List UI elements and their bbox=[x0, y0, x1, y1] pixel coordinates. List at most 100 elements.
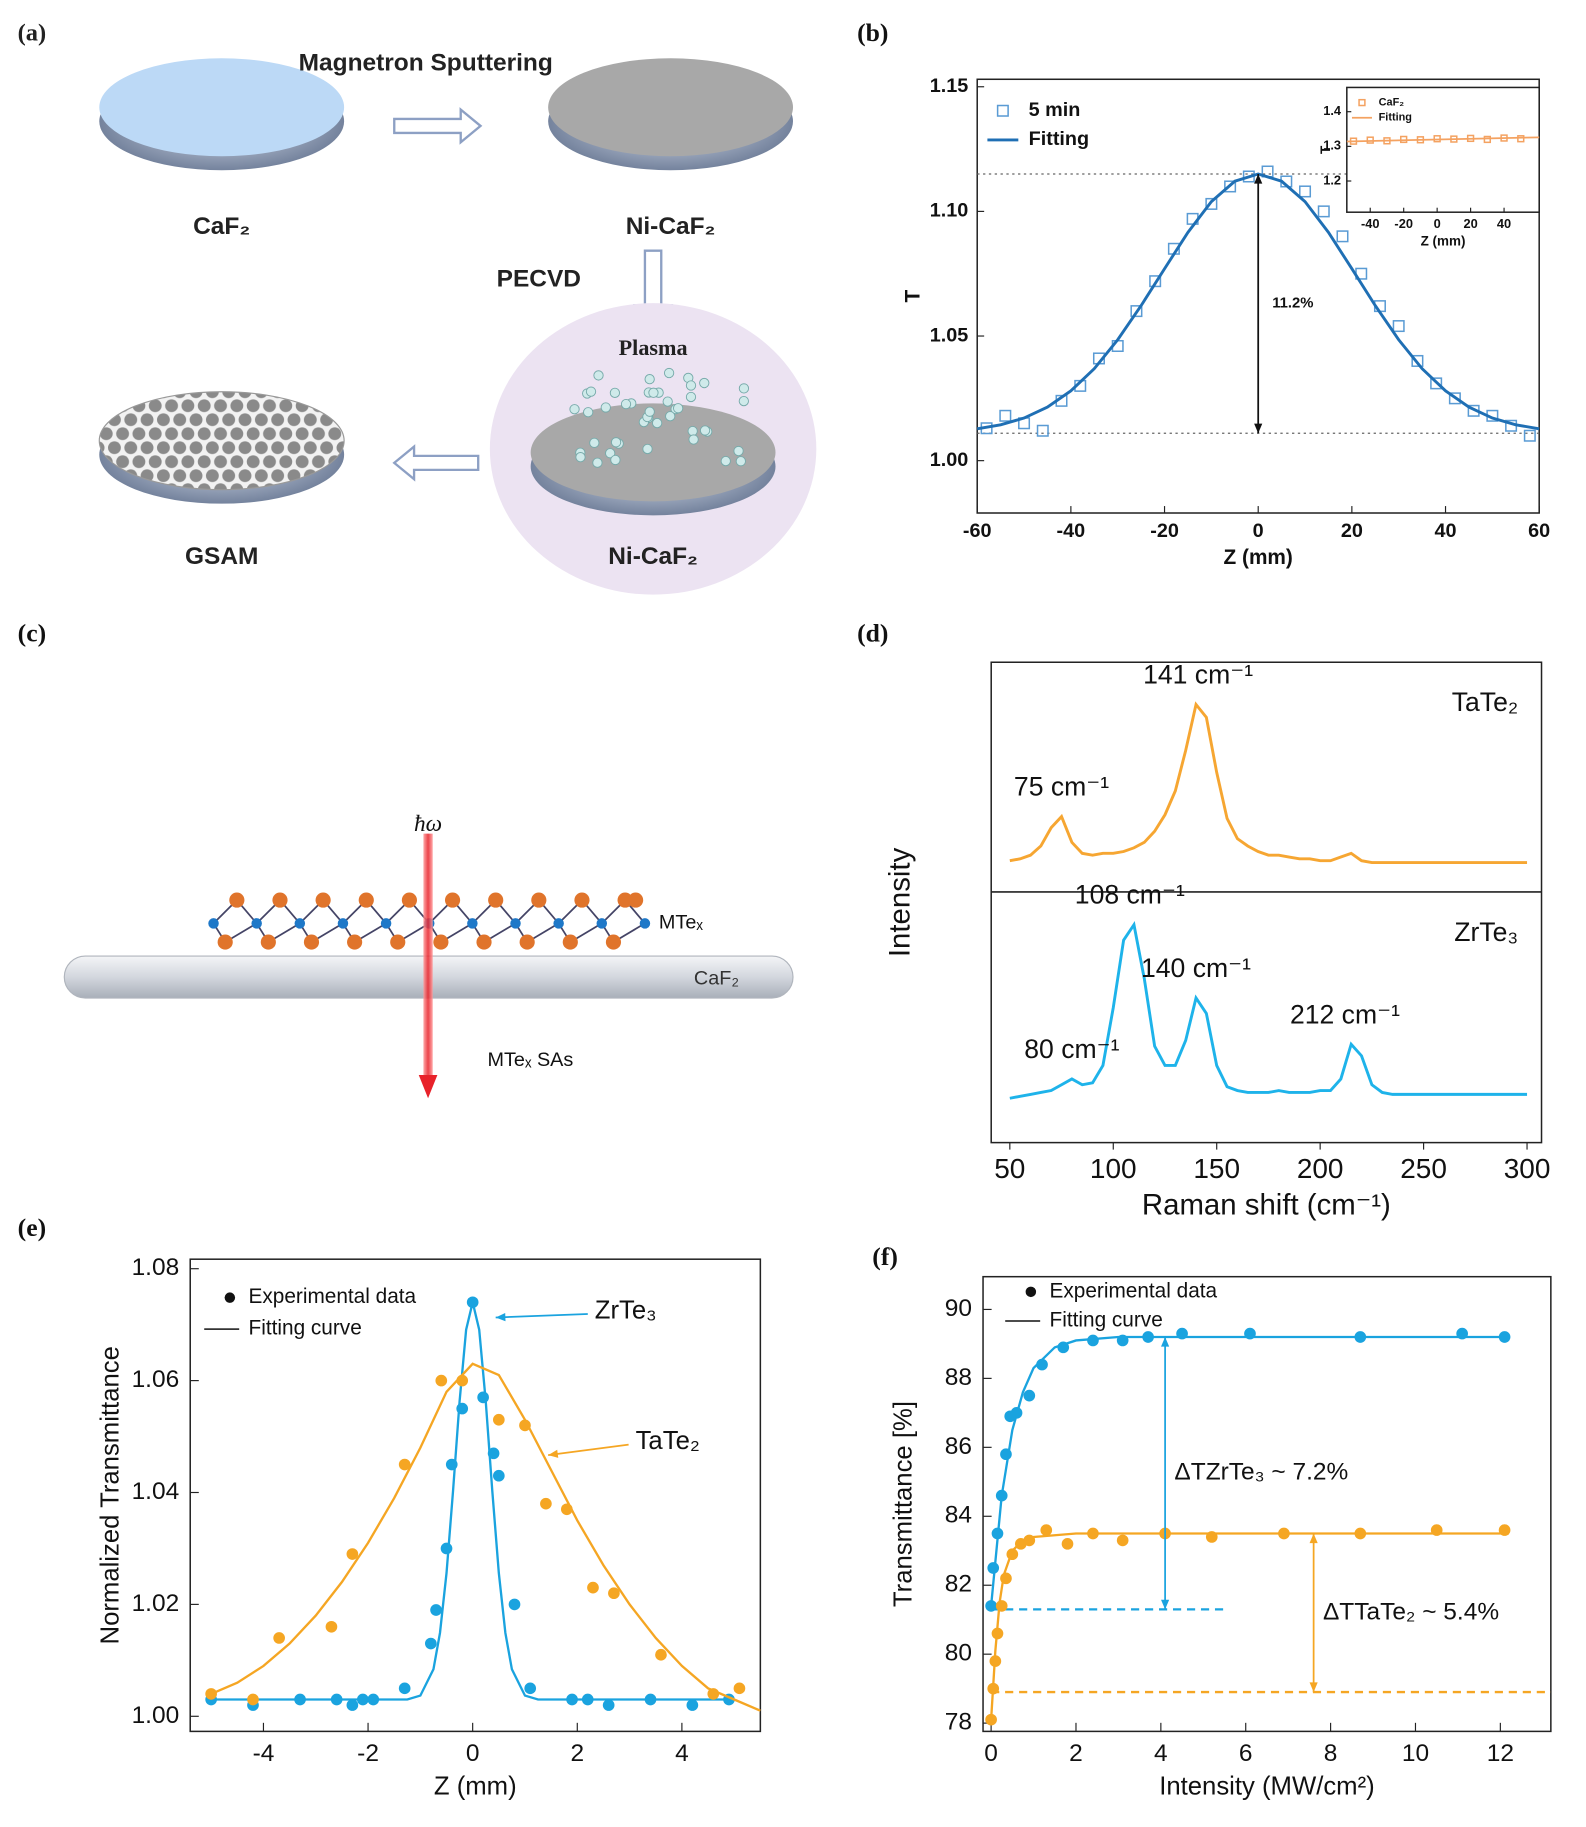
atom-te bbox=[390, 934, 406, 950]
x-tick-label: 10 bbox=[1402, 1740, 1429, 1767]
legend-marker bbox=[996, 104, 1009, 117]
x-tick-label: 20 bbox=[1463, 216, 1477, 231]
particle bbox=[738, 395, 749, 407]
arrow-head bbox=[1254, 174, 1263, 184]
x-tick-label: 20 bbox=[1341, 520, 1363, 542]
particle bbox=[648, 387, 659, 398]
y-tick-label: 1.06 bbox=[132, 1366, 180, 1393]
particle bbox=[685, 391, 697, 403]
atom-te bbox=[229, 892, 245, 908]
y-tick-label: 1.00 bbox=[930, 449, 969, 471]
legend-marker bbox=[1025, 1286, 1037, 1298]
peak-label: 75 cm⁻¹ bbox=[1014, 772, 1109, 802]
y-tick-label: 82 bbox=[945, 1571, 972, 1598]
plot-frame bbox=[1346, 86, 1540, 213]
legend-label: Fitting curve bbox=[1050, 1308, 1163, 1331]
peak-label: 212 cm⁻¹ bbox=[1290, 999, 1400, 1029]
particle bbox=[609, 387, 621, 398]
x-tick-label: -20 bbox=[1150, 520, 1179, 542]
data-point bbox=[1116, 1534, 1129, 1547]
atom-te bbox=[488, 892, 504, 908]
y-tick-label: 1.15 bbox=[930, 75, 969, 97]
data-point bbox=[1087, 1527, 1099, 1540]
plasma-label: Plasma bbox=[619, 335, 688, 360]
arrow-head bbox=[548, 1449, 559, 1458]
legend-label: Fitting bbox=[1029, 128, 1090, 150]
fit-line bbox=[989, 1335, 1509, 1607]
data-point bbox=[655, 1648, 667, 1661]
data-point bbox=[398, 1458, 411, 1471]
particle bbox=[593, 370, 604, 381]
particle bbox=[589, 437, 600, 448]
atom-m bbox=[639, 918, 651, 929]
plot-frame bbox=[982, 1275, 1552, 1733]
series-label: TaTe₂ bbox=[636, 1427, 700, 1455]
particle bbox=[665, 411, 676, 422]
data-point bbox=[566, 1693, 578, 1706]
data-point bbox=[540, 1497, 552, 1510]
legend-label: CaF₂ bbox=[1379, 96, 1405, 108]
data-point bbox=[1430, 377, 1443, 390]
plot-frame bbox=[990, 661, 1543, 1144]
x-axis-label: Intensity (MW/cm²) bbox=[1159, 1772, 1374, 1800]
x-tick-label: 60 bbox=[1528, 520, 1550, 542]
y-tick-label: 1.3 bbox=[1323, 138, 1341, 153]
x-tick-label: 40 bbox=[1497, 216, 1511, 231]
arrow-head bbox=[1161, 1599, 1170, 1610]
particle bbox=[575, 452, 586, 463]
peak-label: 108 cm⁻¹ bbox=[1075, 880, 1185, 910]
x-tick-label: 250 bbox=[1400, 1153, 1447, 1184]
data-point bbox=[1130, 305, 1143, 318]
atom-te bbox=[574, 892, 590, 908]
data-point bbox=[205, 1688, 217, 1700]
photon-label: ħω bbox=[414, 811, 442, 837]
x-tick-label: 150 bbox=[1193, 1153, 1240, 1184]
spectrum bbox=[1009, 920, 1528, 1100]
x-axis-label: Z (mm) bbox=[434, 1772, 517, 1800]
y-tick-label: 1.4 bbox=[1323, 103, 1342, 118]
atom-m bbox=[294, 918, 306, 929]
x-tick-label: 50 bbox=[994, 1153, 1025, 1184]
particle bbox=[699, 377, 710, 389]
data-point bbox=[466, 1296, 479, 1309]
data-point bbox=[367, 1693, 380, 1706]
x-tick-label: 12 bbox=[1487, 1740, 1514, 1767]
data-point bbox=[330, 1693, 343, 1706]
substrate-label: CaF₂ bbox=[694, 968, 739, 990]
legend-marker bbox=[224, 1292, 236, 1303]
data-point bbox=[247, 1693, 259, 1706]
legend-marker bbox=[1358, 98, 1366, 107]
arrow-shaft bbox=[495, 1313, 588, 1319]
data-point bbox=[435, 1374, 448, 1387]
data-point bbox=[1430, 1524, 1443, 1536]
data-point bbox=[325, 1620, 338, 1633]
atom-m bbox=[510, 918, 521, 929]
data-point bbox=[487, 1447, 500, 1460]
atom-m bbox=[467, 918, 478, 929]
series-label: ZrTe₃ bbox=[1454, 917, 1518, 947]
x-tick-label: -2 bbox=[357, 1740, 379, 1767]
x-tick-label: -20 bbox=[1394, 216, 1413, 231]
atom-te bbox=[476, 934, 492, 950]
data-point bbox=[1010, 1407, 1023, 1419]
atom-m bbox=[380, 918, 392, 929]
atom-te bbox=[315, 892, 331, 908]
x-tick-label: -60 bbox=[963, 520, 992, 542]
data-point bbox=[524, 1682, 537, 1695]
spectrum bbox=[1009, 701, 1528, 864]
data-point bbox=[1456, 1327, 1468, 1340]
x-axis-label: Z (mm) bbox=[1224, 546, 1293, 569]
x-tick-label: 100 bbox=[1090, 1153, 1137, 1184]
data-point bbox=[1000, 1572, 1012, 1585]
data-point bbox=[1483, 135, 1492, 144]
y-tick-label: 90 bbox=[945, 1295, 972, 1322]
data-point bbox=[1142, 1331, 1154, 1343]
y-tick-label: 1.04 bbox=[132, 1478, 180, 1505]
particle bbox=[738, 383, 750, 394]
atom-te bbox=[260, 934, 276, 950]
x-tick-label: 0 bbox=[984, 1740, 998, 1767]
y-tick-label: 84 bbox=[945, 1502, 972, 1529]
x-tick-label: 2 bbox=[1069, 1740, 1083, 1767]
data-point bbox=[987, 1562, 1000, 1574]
